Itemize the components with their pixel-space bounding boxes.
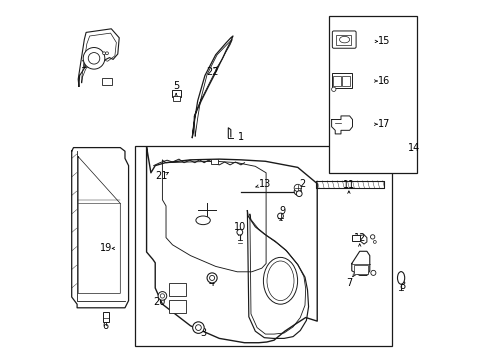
Ellipse shape bbox=[266, 261, 293, 301]
Text: 3: 3 bbox=[200, 328, 206, 338]
Text: 9: 9 bbox=[279, 206, 285, 216]
Circle shape bbox=[83, 48, 104, 69]
Circle shape bbox=[102, 52, 105, 55]
Text: 20: 20 bbox=[153, 297, 165, 307]
Circle shape bbox=[105, 52, 108, 55]
Ellipse shape bbox=[339, 36, 349, 43]
Text: 4: 4 bbox=[208, 278, 215, 288]
Text: 1: 1 bbox=[237, 132, 244, 142]
Text: 7: 7 bbox=[345, 278, 351, 288]
Text: 11: 11 bbox=[342, 180, 354, 190]
Text: 14: 14 bbox=[407, 143, 419, 153]
Circle shape bbox=[373, 240, 375, 243]
Circle shape bbox=[158, 292, 166, 300]
Bar bbox=[336, 35, 351, 45]
FancyBboxPatch shape bbox=[332, 31, 355, 48]
Circle shape bbox=[160, 294, 164, 298]
Bar bbox=[211, 159, 218, 164]
Bar bbox=[168, 283, 186, 296]
Text: 15: 15 bbox=[377, 36, 389, 46]
Bar bbox=[353, 265, 367, 274]
Text: 22: 22 bbox=[205, 67, 218, 77]
Circle shape bbox=[192, 322, 204, 333]
Text: 21: 21 bbox=[155, 171, 167, 181]
Circle shape bbox=[209, 275, 214, 280]
Text: 5: 5 bbox=[173, 81, 179, 91]
Text: 10: 10 bbox=[233, 222, 245, 232]
Text: 12: 12 bbox=[353, 233, 365, 243]
Circle shape bbox=[195, 325, 201, 330]
Circle shape bbox=[88, 53, 100, 64]
Text: 17: 17 bbox=[377, 119, 389, 129]
Circle shape bbox=[296, 191, 302, 197]
Circle shape bbox=[237, 229, 242, 235]
Bar bbox=[333, 76, 341, 86]
Text: 6: 6 bbox=[102, 321, 109, 331]
Bar bbox=[342, 76, 349, 86]
Bar bbox=[102, 78, 112, 85]
Text: 19: 19 bbox=[100, 243, 112, 253]
Bar bbox=[168, 300, 186, 313]
Ellipse shape bbox=[397, 271, 404, 284]
Circle shape bbox=[294, 184, 301, 192]
Circle shape bbox=[370, 270, 375, 275]
Text: 18: 18 bbox=[81, 60, 93, 70]
Bar bbox=[172, 96, 180, 101]
Bar bbox=[328, 16, 416, 173]
Text: 16: 16 bbox=[377, 76, 389, 86]
Ellipse shape bbox=[196, 216, 210, 225]
Ellipse shape bbox=[263, 257, 297, 304]
Bar bbox=[331, 73, 352, 88]
Circle shape bbox=[206, 273, 217, 283]
Text: 2: 2 bbox=[298, 179, 305, 189]
Bar bbox=[172, 90, 181, 97]
Circle shape bbox=[294, 188, 301, 195]
Circle shape bbox=[277, 213, 283, 219]
Bar bbox=[352, 235, 360, 241]
Text: 8: 8 bbox=[399, 281, 405, 291]
Circle shape bbox=[370, 235, 374, 239]
Bar bbox=[134, 146, 391, 346]
Circle shape bbox=[331, 87, 335, 91]
Bar bbox=[102, 312, 109, 322]
Text: 13: 13 bbox=[259, 179, 271, 189]
